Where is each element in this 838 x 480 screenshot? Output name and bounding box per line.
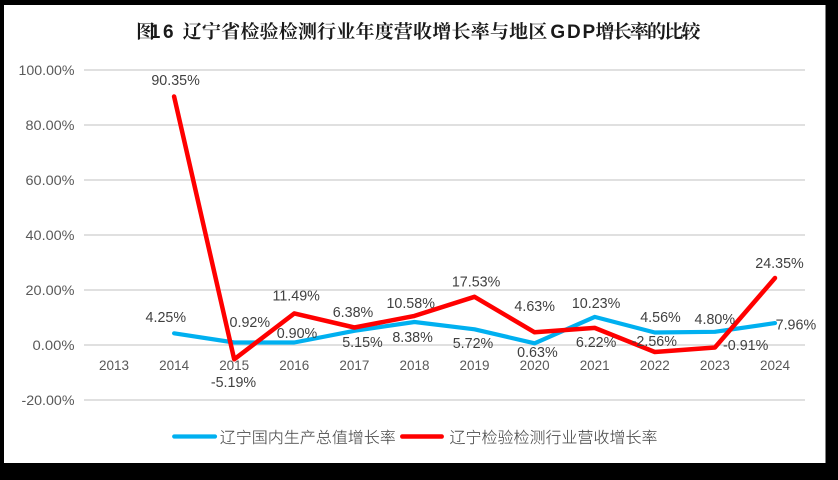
svg-text:6.22%: 6.22% xyxy=(576,335,617,351)
svg-text:-20.00%: -20.00% xyxy=(22,393,75,408)
svg-text:2014: 2014 xyxy=(159,357,189,373)
svg-text:10.58%: 10.58% xyxy=(386,296,435,312)
svg-text:24.35%: 24.35% xyxy=(755,256,804,272)
svg-text:4.25%: 4.25% xyxy=(146,310,187,326)
svg-text:2013: 2013 xyxy=(99,357,129,373)
svg-text:2019: 2019 xyxy=(460,357,490,373)
svg-text:2024: 2024 xyxy=(760,357,790,373)
svg-text:2017: 2017 xyxy=(339,357,369,373)
svg-text:60.00%: 60.00% xyxy=(26,173,75,188)
svg-text:-5.19%: -5.19% xyxy=(211,375,257,391)
svg-text:10.23%: 10.23% xyxy=(572,296,621,312)
svg-text:7.96%: 7.96% xyxy=(776,318,817,334)
svg-text:2015: 2015 xyxy=(219,357,249,373)
svg-text:2018: 2018 xyxy=(400,357,430,373)
svg-text:0.90%: 0.90% xyxy=(277,326,318,342)
svg-text:11.49%: 11.49% xyxy=(272,289,320,305)
svg-text:2021: 2021 xyxy=(580,357,610,373)
svg-text:0.00%: 0.00% xyxy=(33,338,75,353)
svg-text:100.00%: 100.00% xyxy=(19,63,75,78)
svg-text:GDP: GDP xyxy=(550,22,597,43)
svg-text:4.63%: 4.63% xyxy=(514,299,555,315)
svg-text:17.53%: 17.53% xyxy=(452,275,501,291)
svg-text:-2.56%: -2.56% xyxy=(632,334,678,350)
svg-text:-0.91%: -0.91% xyxy=(723,338,769,354)
svg-text:5.15%: 5.15% xyxy=(342,335,383,351)
svg-text:2023: 2023 xyxy=(700,357,730,373)
svg-text:4.56%: 4.56% xyxy=(640,310,681,326)
svg-text:2022: 2022 xyxy=(640,357,670,373)
svg-text:8.38%: 8.38% xyxy=(392,330,433,346)
svg-text:80.00%: 80.00% xyxy=(26,118,75,133)
svg-text:2016: 2016 xyxy=(279,357,309,373)
svg-text:20.00%: 20.00% xyxy=(26,283,75,298)
svg-text:6.38%: 6.38% xyxy=(333,305,374,321)
svg-text:16: 16 xyxy=(150,22,176,43)
svg-text:0.92%: 0.92% xyxy=(230,315,271,331)
svg-text:40.00%: 40.00% xyxy=(26,228,75,243)
svg-text:90.35%: 90.35% xyxy=(151,73,200,89)
svg-text:0.63%: 0.63% xyxy=(517,345,558,361)
svg-text:4.80%: 4.80% xyxy=(695,312,736,328)
svg-text:2020: 2020 xyxy=(520,357,550,373)
svg-text:5.72%: 5.72% xyxy=(453,336,494,352)
